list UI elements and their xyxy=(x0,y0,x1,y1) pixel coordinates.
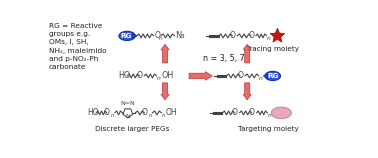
Text: n: n xyxy=(158,36,162,41)
Text: O: O xyxy=(249,108,255,117)
Ellipse shape xyxy=(119,31,135,40)
Text: HO: HO xyxy=(88,108,99,117)
Text: n: n xyxy=(266,36,270,41)
FancyArrow shape xyxy=(189,72,212,80)
Text: O: O xyxy=(229,31,235,40)
Text: Discrete larger PEGs: Discrete larger PEGs xyxy=(95,126,170,132)
Text: Targeting moiety: Targeting moiety xyxy=(238,126,299,132)
Polygon shape xyxy=(263,74,267,78)
Text: O: O xyxy=(248,31,254,40)
Text: O: O xyxy=(237,71,243,80)
Text: n: n xyxy=(161,113,165,118)
Text: RG = Reactive
groups e.g.
OMs, I, SH,
NH₂, maleimido
and p-NO₂-Ph
carbonate: RG = Reactive groups e.g. OMs, I, SH, NH… xyxy=(49,23,107,70)
FancyArrow shape xyxy=(161,83,169,100)
Text: N: N xyxy=(125,114,130,119)
Text: HO: HO xyxy=(119,71,131,80)
Polygon shape xyxy=(133,34,137,38)
Text: n: n xyxy=(111,113,114,118)
Text: Tracing moiety: Tracing moiety xyxy=(246,46,299,52)
Polygon shape xyxy=(270,28,285,42)
Text: O: O xyxy=(232,108,238,117)
FancyArrow shape xyxy=(243,83,251,100)
Text: OH: OH xyxy=(166,108,177,117)
FancyArrow shape xyxy=(161,44,169,63)
Text: n: n xyxy=(267,113,271,118)
Text: N₃: N₃ xyxy=(175,31,184,40)
Ellipse shape xyxy=(271,107,291,119)
Text: RG: RG xyxy=(268,73,279,79)
Text: O: O xyxy=(142,108,147,117)
Text: n: n xyxy=(149,113,152,118)
Text: n: n xyxy=(259,76,263,81)
Text: OH: OH xyxy=(161,71,174,80)
Text: O: O xyxy=(104,108,110,117)
Text: O: O xyxy=(155,31,161,40)
Text: O: O xyxy=(136,71,143,80)
Text: n = 3, 5, 7: n = 3, 5, 7 xyxy=(203,54,245,63)
FancyArrow shape xyxy=(243,44,251,63)
Text: N=N: N=N xyxy=(121,101,135,106)
Ellipse shape xyxy=(265,71,280,81)
Text: n: n xyxy=(156,76,160,81)
Text: RG: RG xyxy=(121,33,132,39)
